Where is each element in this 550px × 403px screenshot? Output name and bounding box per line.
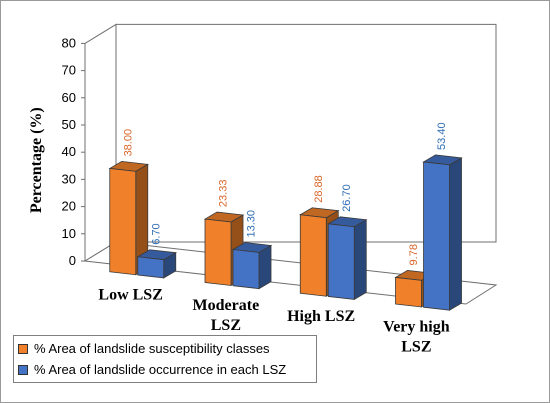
category-label: Low LSZ: [98, 286, 162, 303]
y-tick-label: 60: [62, 90, 76, 105]
y-tick-label: 10: [62, 226, 76, 241]
legend-label: % Area of landslide occurrence in each L…: [34, 362, 287, 377]
y-tick-label: 40: [62, 144, 76, 159]
y-tick-label: 0: [69, 253, 76, 268]
bar: [109, 167, 137, 276]
y-tick-label: 30: [62, 171, 76, 186]
bar-side: [353, 219, 367, 301]
category-label: Moderate: [193, 297, 260, 314]
bar-side: [449, 157, 462, 311]
bar: [327, 223, 355, 300]
legend-swatch-blue: [18, 364, 28, 375]
data-label: 38.00: [122, 129, 134, 157]
data-label: 53.40: [436, 122, 448, 150]
category-label: LSZ: [401, 339, 431, 356]
bar: [137, 256, 165, 279]
category-label: High LSZ: [287, 308, 355, 325]
bar: [423, 161, 450, 311]
category-label: Very high: [383, 319, 450, 336]
y-tick-label: 80: [62, 35, 76, 50]
data-label: 13.30: [246, 210, 258, 238]
legend-label: % Area of landslide susceptibility class…: [34, 341, 270, 356]
data-label: 23.33: [218, 180, 230, 208]
data-label: 9.78: [408, 244, 420, 265]
legend-item-susceptibility: % Area of landslide susceptibility class…: [18, 341, 270, 356]
data-label: 6.70: [150, 223, 162, 244]
category-label: LSZ: [211, 317, 241, 334]
legend-swatch-orange: [18, 343, 28, 354]
bar: [204, 218, 232, 286]
bar: [395, 276, 422, 308]
data-label: 28.88: [313, 175, 325, 203]
bar-side: [258, 244, 272, 290]
y-tick-label: 70: [62, 63, 76, 78]
data-label: 26.70: [341, 184, 353, 212]
y-tick-label: 20: [62, 199, 76, 214]
y-axis-title: Percentage (%): [28, 107, 45, 213]
legend-item-occurrence: % Area of landslide occurrence in each L…: [18, 362, 286, 377]
bar: [299, 214, 327, 297]
y-tick-label: 50: [62, 117, 76, 132]
bar: [232, 249, 260, 290]
chart-legend: % Area of landslide susceptibility class…: [13, 335, 317, 383]
